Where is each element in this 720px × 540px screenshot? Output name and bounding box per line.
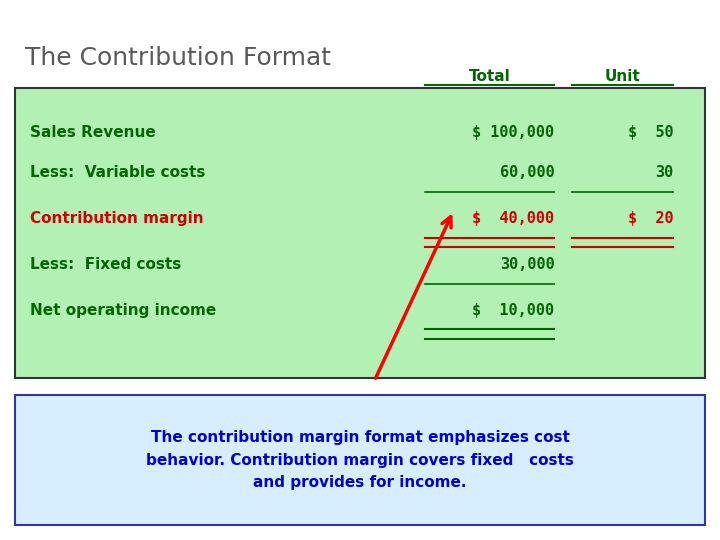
Text: $ 100,000: $ 100,000 (472, 125, 554, 140)
Text: Total: Total (469, 69, 510, 84)
Text: 60,000: 60,000 (500, 165, 554, 180)
Text: $  10,000: $ 10,000 (472, 303, 554, 318)
Text: Less:  Variable costs: Less: Variable costs (30, 165, 206, 180)
Text: $  20: $ 20 (628, 211, 673, 226)
FancyBboxPatch shape (15, 395, 705, 525)
Text: Net operating income: Net operating income (30, 303, 217, 318)
Text: The Contribution Format: The Contribution Format (25, 46, 331, 70)
Text: 30,000: 30,000 (500, 257, 554, 272)
Text: Unit: Unit (605, 69, 641, 84)
Text: $  50: $ 50 (628, 125, 673, 140)
FancyBboxPatch shape (15, 88, 705, 378)
Text: Contribution margin: Contribution margin (30, 211, 204, 226)
Text: Sales Revenue: Sales Revenue (30, 125, 156, 140)
Text: 30: 30 (655, 165, 673, 180)
Text: The contribution margin format emphasizes cost
behavior. Contribution margin cov: The contribution margin format emphasize… (146, 430, 574, 490)
Text: Less:  Fixed costs: Less: Fixed costs (30, 257, 181, 272)
Text: $  40,000: $ 40,000 (472, 211, 554, 226)
